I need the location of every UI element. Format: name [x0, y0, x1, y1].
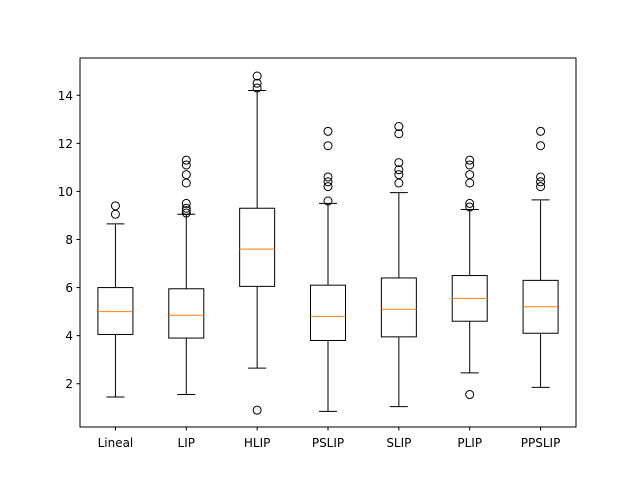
outlier-point: [465, 160, 475, 170]
outlier-point: [465, 170, 475, 180]
x-tick-label: PPSLIP: [521, 436, 561, 450]
box-group-lip: [168, 155, 205, 396]
y-tick-label: 8: [65, 233, 73, 247]
outlier-point: [465, 155, 475, 165]
outlier-point: [394, 129, 404, 139]
outlier-point: [536, 141, 546, 151]
y-tick-label: 10: [58, 185, 73, 199]
outlier-point: [465, 202, 475, 212]
outlier-point: [536, 177, 546, 187]
outlier-point: [323, 172, 333, 182]
outlier-point: [323, 126, 333, 136]
box-group-hlip: [239, 71, 276, 415]
iqr-box: [310, 284, 346, 341]
outlier-point: [394, 158, 404, 168]
outlier-point: [181, 155, 191, 165]
outlier-point: [252, 71, 262, 81]
outlier-point: [323, 182, 333, 192]
outlier-point: [465, 390, 475, 400]
y-tick-label: 4: [65, 329, 73, 343]
x-tick-label: SLIP: [386, 436, 411, 450]
y-tick-label: 12: [58, 137, 73, 151]
box-group-lineal: [97, 201, 134, 398]
x-tick-label: HLIP: [244, 436, 270, 450]
outlier-point: [110, 201, 120, 211]
marks-group: [97, 71, 559, 415]
outlier-point: [323, 196, 333, 206]
outlier-point: [181, 160, 191, 170]
y-tick-label: 14: [58, 89, 73, 103]
iqr-box: [239, 207, 276, 287]
outlier-point: [252, 78, 262, 88]
plot-frame: [79, 57, 577, 428]
outlier-point: [536, 172, 546, 182]
box-group-pslip: [310, 126, 346, 412]
outlier-point: [323, 177, 333, 187]
x-tick-label: PSLIP: [312, 436, 344, 450]
outlier-point: [181, 198, 191, 208]
outlier-point: [394, 122, 404, 132]
outlier-point: [536, 126, 546, 136]
outlier-point: [323, 141, 333, 151]
iqr-box: [380, 277, 417, 338]
outlier-point: [465, 198, 475, 208]
axes-group: 2 4 6 8 10 12 14 Lineal LIP HLIP PSLIP SLIP PLIP PPSL…: [58, 89, 561, 450]
outlier-point: [252, 83, 262, 93]
outlier-point: [181, 170, 191, 180]
outlier-point: [536, 182, 546, 192]
outlier-point: [252, 405, 262, 415]
outlier-point: [181, 203, 191, 213]
box-group-slip: [380, 122, 417, 408]
iqr-box: [168, 288, 205, 339]
outlier-point: [394, 170, 404, 180]
x-tick-label: LIP: [178, 436, 195, 450]
outlier-point: [394, 165, 404, 175]
outlier-point: [181, 206, 191, 216]
x-tick-label: Lineal: [98, 436, 134, 450]
outlier-point: [181, 208, 191, 218]
box-group-plip: [451, 155, 488, 400]
box-group-ppslip: [522, 126, 559, 388]
y-tick-label: 2: [65, 377, 73, 391]
iqr-box: [97, 287, 134, 335]
y-tick-label: 6: [65, 281, 73, 295]
x-tick-label: PLIP: [457, 436, 482, 450]
